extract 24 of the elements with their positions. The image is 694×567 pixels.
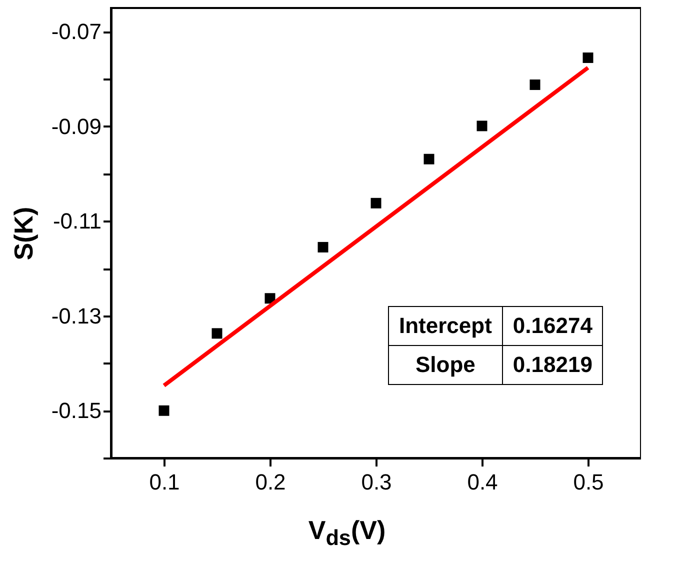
point	[476, 120, 488, 132]
y-tick-label: -0.15	[51, 398, 102, 424]
x-tick-label: 0.1	[149, 470, 180, 494]
point	[424, 154, 434, 164]
y-tick-label: -0.13	[51, 303, 102, 328]
annotation: Intercept	[388, 306, 502, 346]
point	[530, 79, 540, 90]
point	[158, 405, 170, 416]
annotation: 0.16274	[502, 306, 603, 346]
x-tick-label: 0.2	[255, 470, 286, 494]
y-tick-label: -0.07	[51, 19, 102, 44]
point	[318, 242, 328, 252]
annotation: Slope	[388, 346, 502, 384]
y-axis-title: S(K)	[8, 206, 38, 260]
x-tick-label: 0.4	[467, 470, 498, 494]
point	[212, 328, 222, 339]
x-tick-label: 0.3	[361, 470, 392, 494]
y-tick-label: -0.09	[51, 114, 102, 139]
x-tick-label: 0.5	[573, 470, 604, 494]
point	[370, 198, 382, 208]
point	[582, 52, 594, 63]
y-tick-label: -0.11	[52, 208, 102, 234]
x-axis-title: V$_{ds}$(V)	[307, 515, 387, 552]
annotation: 0.18219	[502, 346, 603, 384]
